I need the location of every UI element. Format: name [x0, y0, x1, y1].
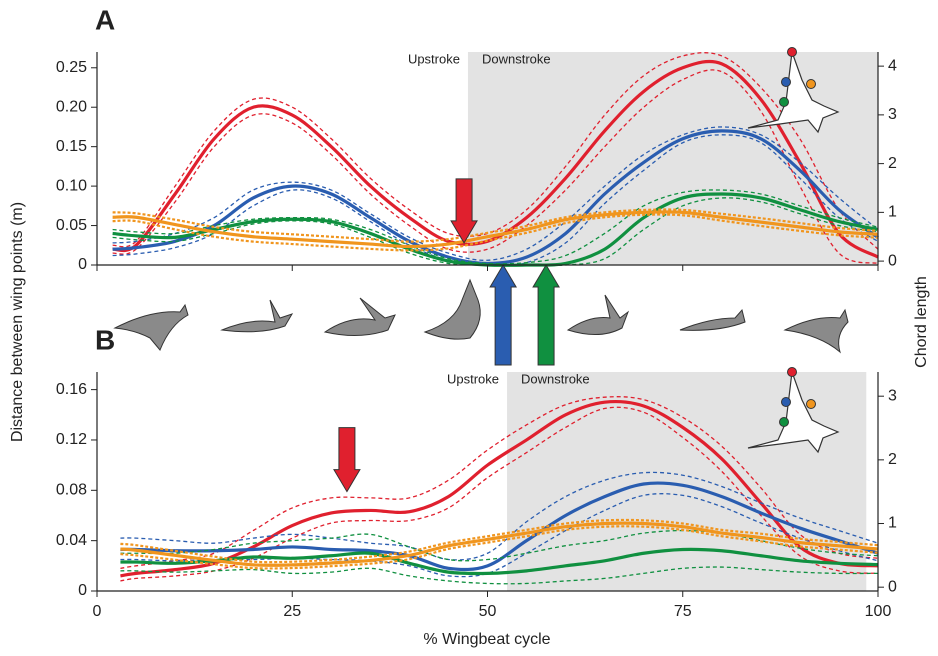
y2-tick-label: 0: [888, 252, 897, 269]
panel-label: A: [95, 4, 115, 35]
arrow: [489, 264, 517, 366]
mean-line: [120, 521, 879, 567]
mean-line: [120, 547, 879, 576]
wing-point: [806, 399, 816, 409]
mean-line: [112, 210, 879, 249]
band-line: [112, 208, 879, 243]
x-tick-label: 0: [93, 603, 102, 620]
wing-icon: [747, 367, 840, 454]
wing-point: [779, 417, 789, 427]
wing-point: [779, 97, 789, 107]
bird-silhouettes: [113, 278, 849, 354]
y2-tick-label: 1: [888, 515, 897, 532]
wing-icon: [747, 47, 840, 134]
y-tick-label: 0.12: [56, 431, 87, 448]
arrow: [532, 264, 560, 366]
x-tick-label: 100: [865, 603, 892, 620]
band-line: [120, 471, 879, 561]
wing-point: [781, 77, 791, 87]
y-tick-label: 0.05: [56, 217, 87, 234]
y-tick-label: 0.25: [56, 59, 87, 76]
y-tick-label: 0.15: [56, 138, 87, 155]
band-line: [120, 406, 879, 582]
band-line: [112, 197, 879, 267]
band-line: [112, 69, 879, 265]
y2-tick-label: 2: [888, 451, 897, 468]
y2-tick-label: 0: [888, 578, 897, 595]
x-tick-label: 25: [283, 603, 301, 620]
y2-tick-label: 4: [888, 57, 897, 74]
y2-tick-label: 3: [888, 387, 897, 404]
wing-point: [781, 397, 791, 407]
band-line: [112, 213, 879, 252]
upstroke-label: Upstroke: [408, 51, 460, 66]
y-tick-label: 0.10: [56, 177, 87, 194]
x-tick-label: 75: [674, 603, 692, 620]
band-line: [120, 529, 879, 562]
band-line: [120, 566, 879, 585]
wing-outline: [747, 51, 840, 134]
wing-point: [787, 367, 797, 377]
upstroke-label: Upstroke: [447, 371, 499, 386]
band-line: [120, 518, 879, 564]
arrow: [450, 178, 478, 244]
y2-axis-label: Chord length: [913, 276, 930, 368]
wing-point: [806, 79, 816, 89]
wing-outline: [747, 371, 840, 454]
mean-line: [120, 481, 879, 572]
y-tick-label: 0.04: [56, 532, 87, 549]
band-line: [112, 189, 879, 265]
y-axis-label: Distance between wing points (m): [9, 202, 26, 442]
band-line: [112, 126, 879, 261]
y-tick-label: 0.20: [56, 98, 87, 115]
y-tick-label: 0: [78, 582, 87, 599]
y2-tick-label: 2: [888, 155, 897, 172]
panel-label: B: [95, 324, 115, 355]
y2-tick-label: 3: [888, 106, 897, 123]
downstroke-label: Downstroke: [521, 371, 590, 386]
x-tick-label: 50: [479, 603, 497, 620]
band-line: [120, 525, 879, 570]
y-tick-label: 0.16: [56, 381, 87, 398]
arrow: [333, 427, 361, 493]
y-tick-label: 0.08: [56, 482, 87, 499]
y-tick-label: 0: [78, 256, 87, 273]
x-axis-label: % Wingbeat cycle: [423, 631, 550, 648]
downstroke-label: Downstroke: [482, 51, 551, 66]
y2-tick-label: 1: [888, 204, 897, 221]
wing-point: [787, 47, 797, 57]
